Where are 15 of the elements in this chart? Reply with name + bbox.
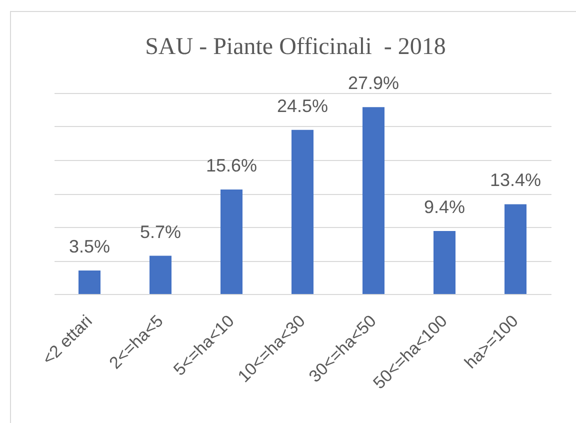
data-label: 27.9% — [348, 73, 400, 94]
data-label: 3.5% — [68, 236, 110, 257]
bar — [362, 107, 385, 294]
bar — [504, 204, 527, 294]
chart-title: SAU - Piante Officinali - 2018 — [145, 34, 446, 60]
data-label: 5.7% — [140, 222, 182, 242]
data-label: 13.4% — [490, 170, 542, 190]
bar — [433, 231, 456, 294]
bar — [220, 189, 243, 294]
data-label: 24.5% — [276, 96, 328, 116]
data-label: 9.4% — [424, 197, 466, 218]
bar — [149, 256, 172, 294]
bar — [78, 270, 101, 294]
data-label: 15.6% — [206, 155, 258, 176]
bar — [291, 130, 314, 294]
